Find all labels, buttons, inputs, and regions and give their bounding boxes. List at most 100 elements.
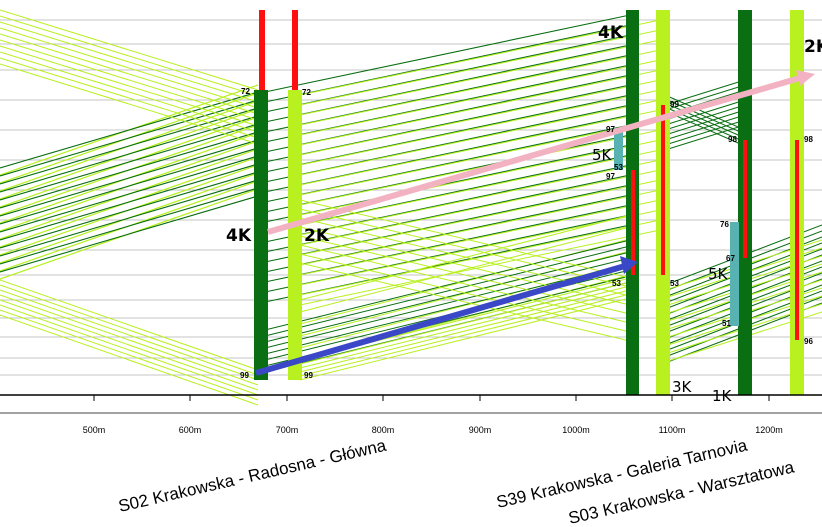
time-label: 67 <box>726 254 735 263</box>
dark-green-path <box>664 94 746 131</box>
light-green-path <box>0 39 259 121</box>
track-label: 5K <box>592 146 613 164</box>
dark-green-path <box>0 195 259 273</box>
track-labels: 4K 2K 4K 2K 5K 5K 3K 1K <box>226 23 822 405</box>
light-green-path <box>299 229 661 306</box>
stop-name: S02 Krakowska - Radosna - Główna <box>117 436 389 516</box>
stop-names: S02 Krakowska - Radosna - Główna S39 Kra… <box>117 436 797 527</box>
light-green-path <box>0 21 259 103</box>
dark-green-path <box>0 147 259 225</box>
light-green-path <box>299 208 631 288</box>
light-green-path <box>299 159 661 236</box>
light-green-path <box>299 293 631 377</box>
light-green-path <box>299 89 661 166</box>
time-label: 99 <box>670 100 679 109</box>
light-green-path <box>299 99 661 176</box>
light-green-path <box>299 109 661 186</box>
dark-green-path <box>664 98 746 135</box>
dark-green-path <box>664 110 746 147</box>
light-green-path <box>299 59 661 136</box>
dark-green-path <box>664 104 746 131</box>
time-label: 72 <box>302 88 311 97</box>
light-green-path <box>299 281 631 365</box>
dark-green-path <box>0 171 259 249</box>
axis-ticks: 500m 600m 700m 800m 900m 1000m 1100m 1200m <box>83 395 783 435</box>
light-green-path <box>299 179 661 256</box>
light-green-path <box>0 9 259 91</box>
track-label: 1K <box>712 387 733 405</box>
light-green-path <box>299 199 661 276</box>
red-track-bar <box>259 10 265 90</box>
light-green-path <box>0 33 259 115</box>
distance-axis: 500m 600m 700m 800m 900m 1000m 1100m 1200m <box>0 394 822 435</box>
dark-green-path <box>664 84 746 111</box>
light-green-path <box>299 244 631 324</box>
dark-green-path <box>0 179 259 257</box>
light-green-path <box>0 15 259 97</box>
axis-tick-label: 1100m <box>659 425 686 435</box>
light-green-path <box>0 299 259 391</box>
light-green-path <box>0 57 259 139</box>
light-green-path <box>299 149 661 226</box>
time-label: 98 <box>728 135 737 144</box>
track-label: 4K <box>598 23 624 43</box>
light-green-path <box>0 309 259 401</box>
axis-tick-label: 900m <box>469 425 492 435</box>
red-track-bar <box>743 140 747 258</box>
train-path-bundles <box>0 9 822 406</box>
axis-tick-label: 800m <box>372 425 395 435</box>
axis-tick-label: 500m <box>83 425 106 435</box>
light-green-path <box>299 199 631 279</box>
axis-tick-label: 700m <box>276 425 299 435</box>
time-label: 53 <box>612 279 621 288</box>
dark-green-path <box>0 187 259 265</box>
time-label: 96 <box>804 337 813 346</box>
dark-green-path <box>0 115 259 193</box>
light-green-path <box>0 63 259 145</box>
axis-tick-label: 1000m <box>562 425 590 435</box>
dark-green-path <box>0 123 259 201</box>
red-track-bar <box>661 105 665 275</box>
light-green-path <box>299 226 631 313</box>
red-track-bar <box>631 170 635 275</box>
dark-green-path <box>264 251 631 343</box>
dark-green-path <box>0 155 259 233</box>
dark-green-path <box>0 163 259 241</box>
light-green-path <box>299 129 661 206</box>
dark-green-path <box>0 131 259 209</box>
track-label: 3K <box>672 378 693 396</box>
dark-green-path <box>664 114 746 141</box>
light-green-path <box>299 262 631 342</box>
light-green-path <box>0 314 259 406</box>
pink-arrowhead <box>796 70 815 86</box>
dark-green-path <box>264 239 631 331</box>
dark-green-path <box>664 109 746 136</box>
background-grid-lines <box>0 19 822 376</box>
light-green-path <box>299 19 661 96</box>
teal-platform-bar <box>730 222 739 326</box>
light-green-path <box>299 289 631 373</box>
track-label: 2K <box>304 226 330 246</box>
light-green-station-bar <box>288 90 302 380</box>
axis-tick-label: 1200m <box>755 425 783 435</box>
light-green-path <box>299 49 661 126</box>
light-green-path <box>0 294 259 386</box>
light-green-path <box>0 284 259 376</box>
dark-green-path <box>0 107 259 185</box>
light-green-path <box>299 235 631 315</box>
light-green-path <box>299 219 661 296</box>
light-green-path <box>0 27 259 109</box>
light-green-path <box>299 79 661 156</box>
dark-green-path <box>264 14 631 93</box>
time-label: 97 <box>606 172 615 181</box>
dark-green-path <box>0 91 259 169</box>
time-label: 76 <box>720 220 729 229</box>
light-green-path <box>299 29 661 106</box>
time-label: 98 <box>804 135 813 144</box>
blue-arrowhead <box>620 256 638 274</box>
blue-route-arrow <box>255 263 626 376</box>
dark-green-path <box>264 263 631 355</box>
station-bars <box>254 10 804 395</box>
red-track-bar <box>795 140 799 340</box>
track-label: 5K <box>708 265 729 283</box>
